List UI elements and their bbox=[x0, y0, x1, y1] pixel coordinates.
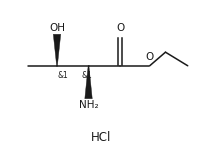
Text: OH: OH bbox=[49, 23, 65, 33]
Text: HCl: HCl bbox=[91, 131, 112, 144]
Text: &1: &1 bbox=[58, 71, 69, 80]
Text: O: O bbox=[117, 23, 125, 33]
Polygon shape bbox=[85, 66, 92, 99]
Text: NH₂: NH₂ bbox=[79, 100, 98, 110]
Text: &1: &1 bbox=[81, 71, 92, 80]
Polygon shape bbox=[53, 34, 61, 66]
Text: O: O bbox=[146, 52, 154, 62]
